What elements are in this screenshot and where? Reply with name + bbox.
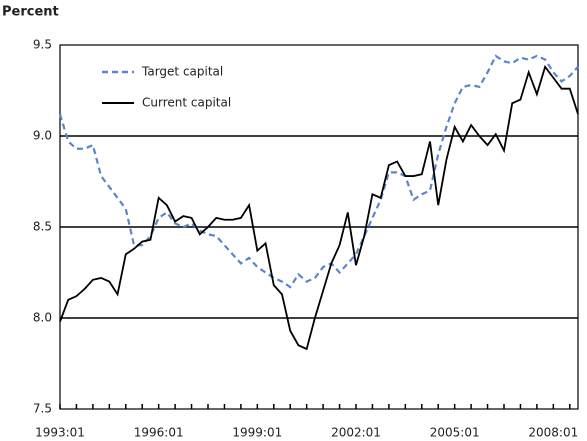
x-tick-label: 2005:01 (430, 426, 480, 440)
y-tick-label: 8.5 (33, 220, 52, 234)
legend-label: Target capital (141, 65, 223, 79)
x-tick-label: 1993:01 (35, 426, 85, 440)
x-tick-label: 1999:01 (232, 426, 282, 440)
y-tick-label: 9.5 (33, 38, 52, 52)
x-tick-label: 2002:01 (331, 426, 381, 440)
y-tick-label: 7.5 (33, 402, 52, 416)
y-axis-label: Percent (2, 5, 59, 20)
x-tick-label: 2008:01 (528, 426, 578, 440)
y-tick-label: 8.0 (33, 311, 52, 325)
series-line (58, 54, 579, 289)
legend-label: Current capital (142, 96, 231, 110)
series-line (59, 64, 579, 351)
x-tick-label: 1996:01 (134, 426, 184, 440)
y-tick-label: 9.0 (33, 129, 52, 143)
